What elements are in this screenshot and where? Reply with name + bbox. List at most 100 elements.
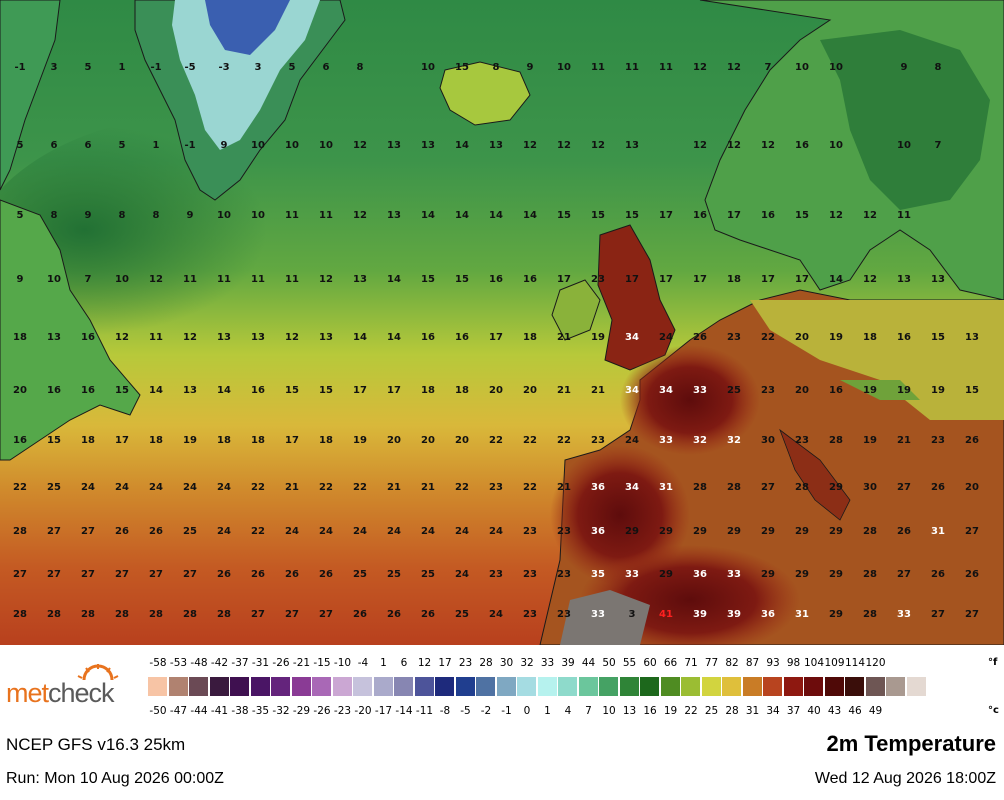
temperature-label: 20 [523, 385, 537, 396]
scale-label: 22 [684, 705, 698, 717]
temperature-label: 26 [353, 609, 367, 620]
temperature-label: 36 [693, 569, 707, 580]
scale-label: -35 [251, 705, 270, 717]
temperature-label: 11 [183, 274, 197, 285]
scale-label: -8 [439, 705, 451, 717]
temperature-label: 17 [693, 274, 707, 285]
temperature-label: 15 [285, 385, 299, 396]
temperature-label: 31 [795, 609, 809, 620]
temperature-label: 25 [183, 526, 197, 537]
scale-label: 43 [827, 705, 842, 717]
scale-label: -53 [169, 657, 188, 669]
temperature-label: 27 [183, 569, 197, 580]
temperature-label: 17 [353, 385, 367, 396]
scale-label: -1 [501, 705, 512, 717]
temperature-label: 23 [523, 609, 537, 620]
temperature-label: 5 [119, 140, 126, 151]
color-swatch [209, 677, 229, 696]
temperature-label: 12 [693, 140, 707, 151]
temperature-label: 33 [625, 569, 639, 580]
temperature-label: 23 [591, 274, 605, 285]
color-swatch [906, 677, 926, 696]
scale-label: 7 [585, 705, 592, 717]
temperature-label: 6 [323, 62, 330, 73]
temperature-label: -1 [184, 140, 195, 151]
temperature-label: 11 [659, 62, 673, 73]
scale-label: -2 [480, 705, 492, 717]
temperature-label: 39 [693, 609, 707, 620]
color-swatch [455, 677, 475, 696]
scale-label: 46 [848, 705, 862, 717]
temperature-label: 24 [217, 526, 231, 537]
temperature-label: 11 [625, 62, 639, 73]
temperature-label: 16 [489, 274, 503, 285]
scale-label: 87 [745, 657, 760, 669]
temperature-label: 19 [863, 435, 877, 446]
temperature-label: 27 [761, 482, 775, 493]
temperature-label: 24 [319, 526, 333, 537]
color-swatch [804, 677, 823, 696]
temperature-label: 7 [765, 62, 772, 73]
temperature-label: 25 [455, 609, 469, 620]
color-swatch [291, 677, 311, 696]
temperature-label: 17 [761, 274, 775, 285]
temperature-label: 13 [47, 332, 61, 343]
temperature-label: 23 [523, 526, 537, 537]
temperature-label: 11 [251, 274, 265, 285]
temperature-label: 27 [897, 569, 911, 580]
temperature-label: 18 [319, 435, 333, 446]
temperature-label: 33 [659, 435, 673, 446]
scale-label: 10 [602, 705, 616, 717]
temperature-label: 28 [795, 482, 809, 493]
temperature-label: 34 [625, 385, 639, 396]
color-swatch [537, 677, 557, 696]
france-heat [620, 345, 760, 455]
scale-label: 109 [824, 657, 845, 669]
temperature-label: 19 [353, 435, 367, 446]
temperature-label: 16 [47, 385, 61, 396]
temperature-label: 13 [183, 385, 197, 396]
color-swatch [168, 677, 188, 696]
temperature-label: 10 [251, 140, 265, 151]
temperature-label: 13 [625, 140, 639, 151]
color-swatch [250, 677, 270, 696]
scale-label: 6 [400, 657, 408, 669]
scale-label: -32 [272, 705, 290, 717]
color-swatch [865, 677, 885, 696]
temperature-label: 11 [285, 274, 299, 285]
scale-label: 32 [520, 657, 534, 669]
temperature-label: 23 [591, 435, 605, 446]
temperature-label: 23 [557, 569, 571, 580]
scale-label: 34 [766, 705, 780, 717]
temperature-label: 17 [727, 210, 741, 221]
temperature-label: 15 [795, 210, 809, 221]
temperature-label: 27 [115, 569, 129, 580]
temperature-label: 12 [183, 332, 197, 343]
temperature-label: 24 [421, 526, 435, 537]
temperature-label: 12 [693, 62, 707, 73]
temperature-label: 29 [625, 526, 639, 537]
temperature-label: 15 [591, 210, 605, 221]
product-title: 2m Temperature [826, 731, 996, 756]
temperature-label: 21 [421, 482, 435, 493]
greenland-coldcore [205, 0, 290, 55]
temperature-label: 27 [285, 609, 299, 620]
temperature-label: -1 [14, 62, 25, 73]
temperature-label: 14 [387, 332, 401, 343]
temperature-label: 18 [727, 274, 741, 285]
temperature-label: 28 [217, 609, 231, 620]
temperature-label: 33 [727, 569, 741, 580]
color-swatch [763, 677, 782, 696]
temperature-label: 14 [523, 210, 537, 221]
temperature-label: 13 [387, 210, 401, 221]
temperature-label: 24 [489, 609, 503, 620]
temperature-label: 24 [115, 482, 129, 493]
scale-label: 4 [564, 705, 572, 717]
temperature-label: 13 [931, 274, 945, 285]
temperature-label: 29 [829, 526, 843, 537]
scale-label: -42 [210, 657, 229, 669]
color-swatch [353, 677, 372, 696]
temperature-label: 29 [829, 482, 843, 493]
temperature-label: 15 [421, 274, 435, 285]
scale-label: 71 [684, 657, 698, 669]
